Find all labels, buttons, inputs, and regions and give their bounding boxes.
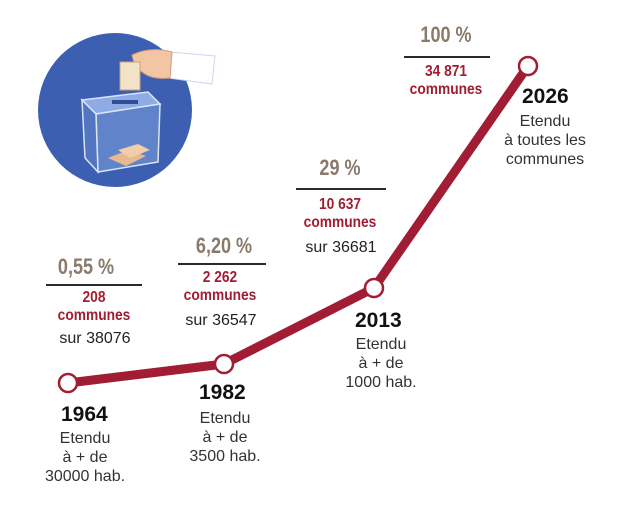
desc-1982-line-3: 3500 hab.: [189, 448, 261, 465]
count-value-1964: 208: [82, 289, 106, 306]
pct-label-2013: 29 %: [319, 155, 361, 180]
count-label-2013: 10 637 communes: [297, 196, 383, 232]
divider-1964: [46, 284, 142, 286]
divider-2013: [296, 188, 386, 190]
count-value-1982: 2 262: [202, 269, 238, 286]
data-point-1964: [57, 372, 79, 394]
count-label-1982: 2 262 communes: [177, 269, 263, 305]
year-label-2026: 2026: [522, 85, 569, 108]
count-value-2013: 10 637: [318, 196, 362, 213]
count-unit-1982: communes: [183, 287, 257, 304]
desc-1982-line-1: Etendu: [199, 410, 251, 427]
count-unit-1964: communes: [57, 307, 131, 324]
desc-2013-line-1: Etendu: [355, 336, 407, 353]
desc-1982: Etendu à + de 3500 hab.: [170, 409, 280, 466]
total-label-1964: sur 38076: [59, 330, 131, 347]
count-unit-2026: communes: [409, 81, 483, 98]
count-label-2026: 34 871 communes: [403, 63, 489, 99]
year-label-2013: 2013: [355, 309, 402, 332]
divider-1982: [178, 263, 266, 265]
series-line: [63, 61, 533, 388]
pct-label-1964: 0,55 %: [57, 254, 115, 279]
desc-2026-line-2: à toutes les: [504, 132, 586, 149]
count-unit-2013: communes: [303, 214, 377, 231]
data-point-1982: [213, 353, 235, 375]
year-label-1982: 1982: [199, 381, 246, 404]
year-label-1964: 1964: [61, 403, 108, 426]
desc-1964-line-2: à + de: [62, 449, 108, 466]
desc-2026-line-1: Etendu: [519, 113, 571, 130]
count-label-1964: 208 communes: [51, 289, 137, 325]
total-label-1982: sur 36547: [185, 312, 257, 329]
ballot-box-icon: [38, 33, 216, 187]
pct-label-1982: 6,20 %: [195, 233, 253, 258]
desc-2013-line-2: à + de: [358, 355, 404, 372]
desc-1982-line-2: à + de: [202, 429, 248, 446]
desc-2026-line-3: communes: [505, 151, 585, 168]
divider-2026: [404, 56, 490, 58]
desc-2013: Etendu à + de 1000 hab.: [326, 335, 436, 392]
count-value-2026: 34 871: [424, 63, 468, 80]
data-point-2013: [363, 277, 385, 299]
desc-2013-line-3: 1000 hab.: [345, 374, 417, 391]
desc-1964-line-3: 30000 hab.: [44, 468, 126, 485]
total-label-2013: sur 36681: [305, 239, 377, 256]
desc-2026: Etendu à toutes les communes: [490, 112, 600, 169]
desc-1964: Etendu à + de 30000 hab.: [30, 429, 140, 486]
desc-1964-line-1: Etendu: [59, 430, 111, 447]
pct-label-2026: 100 %: [420, 22, 472, 47]
data-point-2026: [517, 55, 539, 77]
